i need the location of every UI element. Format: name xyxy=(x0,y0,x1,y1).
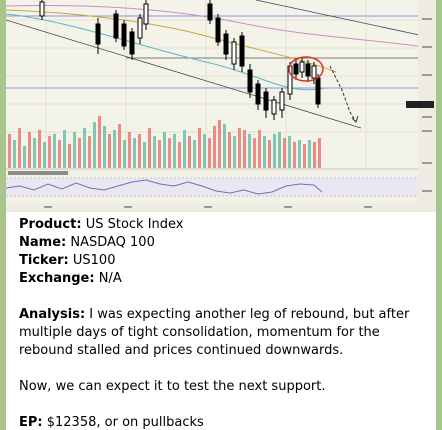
analysis-paragraph: Analysis: I was expecting another leg of… xyxy=(19,306,429,360)
exchange-label: Exchange: xyxy=(19,271,95,286)
ticker-value: US100 xyxy=(68,253,116,268)
name-label: Name: xyxy=(19,235,67,250)
next-support-text: Now, we can expect it to test the next s… xyxy=(19,379,326,394)
ticker-line: Ticker: US100 xyxy=(19,252,429,270)
exchange-line: Exchange: N/A xyxy=(19,270,429,288)
name-line: Name: NASDAQ 100 xyxy=(19,234,429,252)
name-value: NASDAQ 100 xyxy=(66,235,155,250)
chart-image[interactable] xyxy=(6,0,436,212)
ep-line: EP: $12358, or on pullbacks xyxy=(19,414,429,430)
post-text: Product: US Stock Index Name: NASDAQ 100… xyxy=(19,216,429,430)
product-label: Product: xyxy=(19,217,82,232)
exchange-value: N/A xyxy=(94,271,122,286)
ticker-label: Ticker: xyxy=(19,253,69,268)
ep-label: EP: xyxy=(19,415,43,430)
message-card: Product: US Stock Index Name: NASDAQ 100… xyxy=(6,0,436,430)
analysis-text: I was expecting another leg of rebound, … xyxy=(19,307,410,358)
ep-value: $12358, or on pullbacks xyxy=(42,415,204,430)
product-line: Product: US Stock Index xyxy=(19,216,429,234)
analysis-label: Analysis: xyxy=(19,307,86,322)
product-value: US Stock Index xyxy=(81,217,184,232)
